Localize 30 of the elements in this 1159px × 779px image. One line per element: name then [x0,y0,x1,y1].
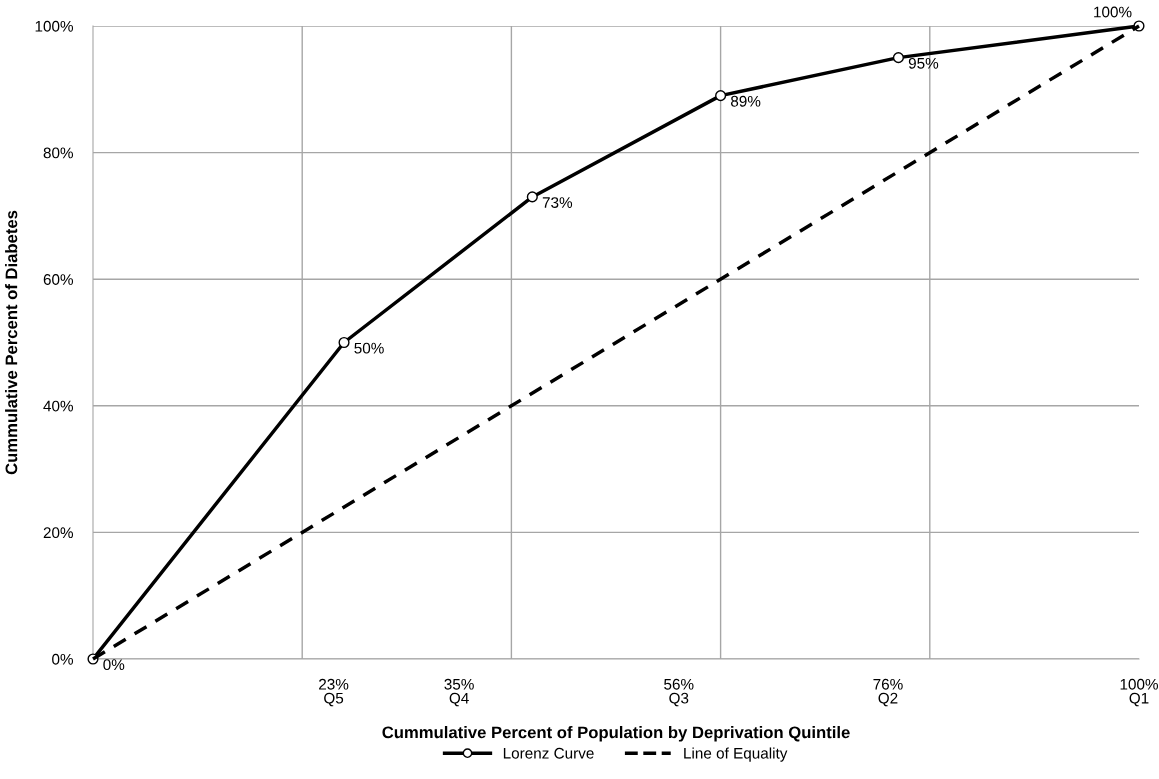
point [526,191,538,203]
data-label: 89% [730,95,761,107]
y-tick-label: 40% [43,400,74,412]
legend-label: Line of Equality [684,747,788,762]
point [338,336,350,349]
point [892,52,904,64]
x-tick-label: 56% [664,678,694,690]
y-tick-label: 100% [35,20,74,32]
y-axis-title: Cummulative Percent of Diabetes [5,210,18,475]
text: Q3 [669,692,689,707]
text: Q4 [449,692,469,707]
x-tick-label: 23% [319,678,349,690]
x-tick-label: 76% [873,678,903,690]
data-label: 0% [103,659,125,671]
x-axis-title: Cummulative Percent of Population by Deprivation Quintile [382,726,850,742]
x-tick-label: 35% [444,678,474,690]
legend-label: Lorenz Curve [503,747,594,759]
text: Q5 [324,692,344,707]
data-label: 95% [908,57,939,69]
x-tick-label: 100% [1120,678,1158,690]
data-label: 50% [354,342,384,354]
point [715,90,727,102]
y-tick-label: 20% [43,527,74,539]
y-tick-label: 60% [43,274,74,285]
data-label: 100% [1094,6,1132,18]
y-tick-label: 80% [43,147,74,159]
y-tick-label: 0% [52,653,74,665]
data-label: 73% [542,197,573,208]
text: Q2 [878,692,898,707]
text: Q1 [1129,692,1149,707]
